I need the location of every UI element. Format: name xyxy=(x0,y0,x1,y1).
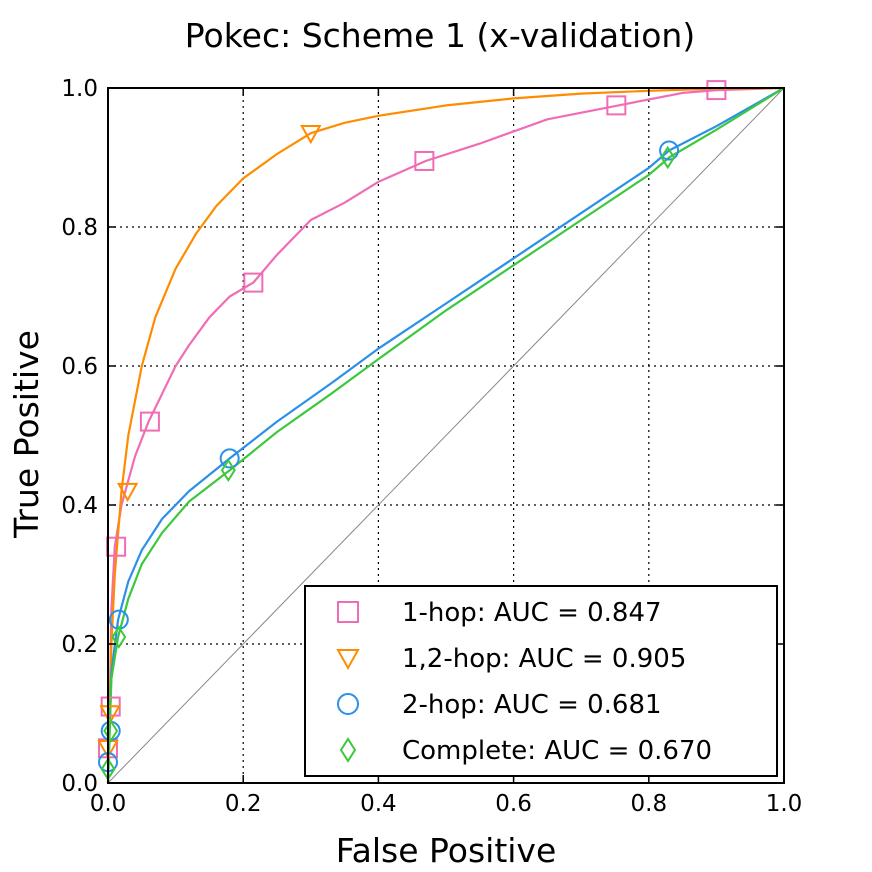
y-tick-label: 1.0 xyxy=(61,76,98,102)
y-tick-label: 0.2 xyxy=(61,632,98,658)
axis-ticks: 0.0 0.2 0.4 0.6 0.8 1.0 0.0 0.2 0.4 0.6 0.8 1.0 xyxy=(61,76,802,817)
diagonal-reference xyxy=(107,87,785,784)
square-marker xyxy=(606,95,627,116)
circle-marker xyxy=(337,693,359,715)
legend-label: 2-hop: AUC = 0.681 xyxy=(402,690,662,720)
series-line-3 xyxy=(106,87,785,784)
chart-title: Pokec: Scheme 1 (x-validation) xyxy=(185,16,695,55)
legend: 1-hop: AUC = 0.847 1,2-hop: AUC = 0.905 2-… xyxy=(304,585,778,777)
legend-label: Complete: AUC = 0.670 xyxy=(402,736,712,766)
x-tick-label: 0.4 xyxy=(360,791,397,817)
legend-box xyxy=(304,585,778,777)
triangle-down-marker xyxy=(336,649,360,671)
legend-label: 1-hop: AUC = 0.847 xyxy=(402,598,662,628)
y-tick-label: 0.8 xyxy=(61,215,98,241)
x-tick-label: 1.0 xyxy=(766,791,803,817)
series-markers xyxy=(97,80,727,781)
square-marker xyxy=(139,411,160,432)
series-line-1 xyxy=(106,86,785,784)
series-line-2 xyxy=(106,87,785,784)
y-axis-label: True Positive xyxy=(7,330,46,539)
diamond-marker xyxy=(111,625,127,649)
square-marker xyxy=(414,150,435,171)
triangle-down-marker xyxy=(300,124,322,145)
circle-marker xyxy=(659,140,680,161)
diamond-marker xyxy=(339,737,357,763)
diamond-marker xyxy=(220,458,236,483)
y-tick-label: 0.6 xyxy=(61,354,98,380)
diamond-marker xyxy=(103,719,119,743)
legend-label: 1,2-hop: AUC = 0.905 xyxy=(402,644,686,674)
triangle-down-marker xyxy=(116,482,139,503)
x-tick-label: 0.6 xyxy=(495,791,532,817)
series-lines xyxy=(106,86,785,784)
square-marker xyxy=(243,272,264,293)
plot-frame xyxy=(107,87,785,784)
circle-marker xyxy=(219,448,240,469)
x-tick-label: 0.0 xyxy=(90,791,127,817)
x-axis-label: False Positive xyxy=(336,831,557,870)
triangle-down-marker xyxy=(99,705,121,725)
x-tick-label: 0.8 xyxy=(631,791,668,817)
square-marker xyxy=(706,80,727,101)
y-tick-label: 0.0 xyxy=(61,771,98,797)
diagonal-line xyxy=(107,87,785,784)
diamond-marker xyxy=(660,145,676,170)
x-tick-label: 0.2 xyxy=(225,791,262,817)
square-marker xyxy=(337,601,359,623)
y-tick-label: 0.4 xyxy=(61,493,98,519)
